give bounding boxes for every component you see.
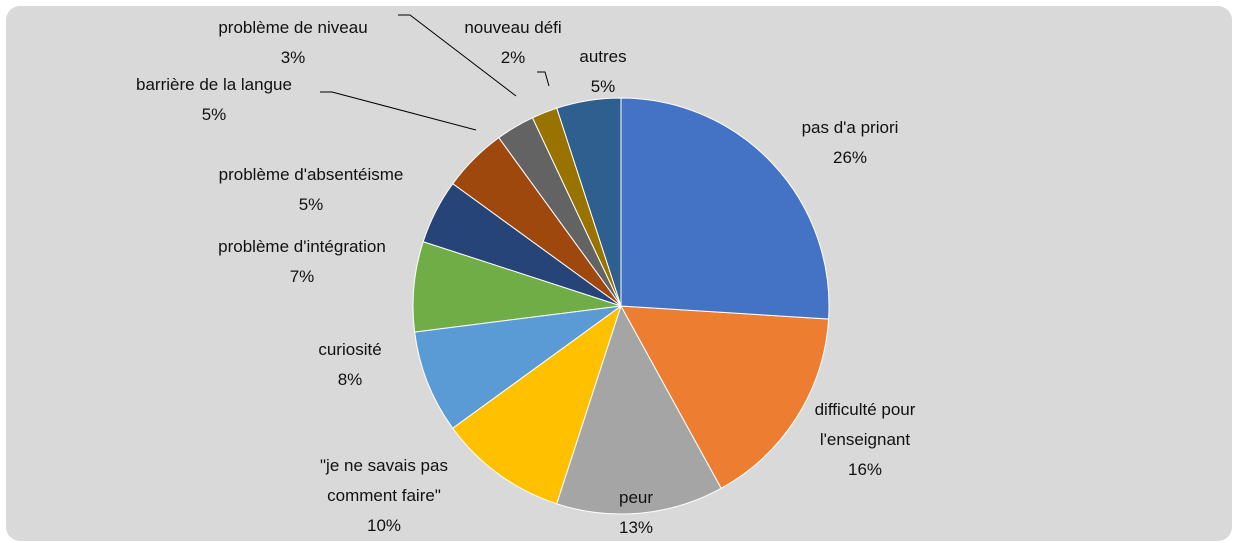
- value-label: 7%: [289, 267, 315, 286]
- value-label: 5%: [590, 77, 616, 96]
- category-label: problème d'intégration: [218, 237, 386, 256]
- data-label: curiosité 8%: [280, 335, 420, 395]
- pie-slice: [556, 304, 722, 515]
- data-label: problème de niveau 3%: [183, 13, 403, 73]
- pie-slice: [620, 97, 830, 320]
- data-label: pas d'a priori 26%: [750, 113, 950, 173]
- leader-line: [537, 71, 550, 87]
- category-label: pas d'a priori: [801, 118, 899, 137]
- value-label: 5%: [298, 195, 324, 214]
- category-label: curiosité: [318, 340, 382, 359]
- value-label: 8%: [337, 370, 363, 389]
- value-label: 16%: [847, 460, 883, 479]
- category-label: problème de niveau: [218, 18, 368, 37]
- data-label: problème d'intégration 7%: [182, 232, 422, 292]
- value-label: 26%: [832, 148, 868, 167]
- category-label: "je ne savais pas comment faire": [320, 456, 448, 505]
- value-label: 10%: [366, 516, 402, 535]
- category-label: barrière de la langue: [136, 75, 292, 94]
- data-label: barrière de la langue 5%: [99, 70, 329, 130]
- value-label: 13%: [618, 518, 654, 537]
- category-label: autres: [579, 47, 627, 66]
- category-label: peur: [618, 488, 654, 507]
- value-label: 2%: [500, 48, 526, 67]
- category-label: nouveau défi: [464, 18, 562, 37]
- category-label: difficulté pour l'enseignant: [814, 400, 916, 449]
- pie-slice: [414, 305, 622, 429]
- data-label: problème d'absentéisme 5%: [181, 160, 441, 220]
- data-label: difficulté pour l'enseignant 16%: [785, 395, 945, 485]
- pie-slice: [620, 305, 830, 489]
- data-label: nouveau défi 2%: [433, 13, 593, 73]
- leader-line: [398, 14, 517, 97]
- value-label: 3%: [280, 48, 306, 67]
- data-label: peur 13%: [576, 483, 696, 543]
- data-label: autres 5%: [553, 42, 653, 102]
- pie-slice: [452, 304, 622, 505]
- data-label: "je ne savais pas comment faire" 10%: [284, 451, 484, 541]
- leader-line: [320, 91, 477, 131]
- category-label: problème d'absentéisme: [218, 165, 404, 184]
- value-label: 5%: [201, 105, 227, 124]
